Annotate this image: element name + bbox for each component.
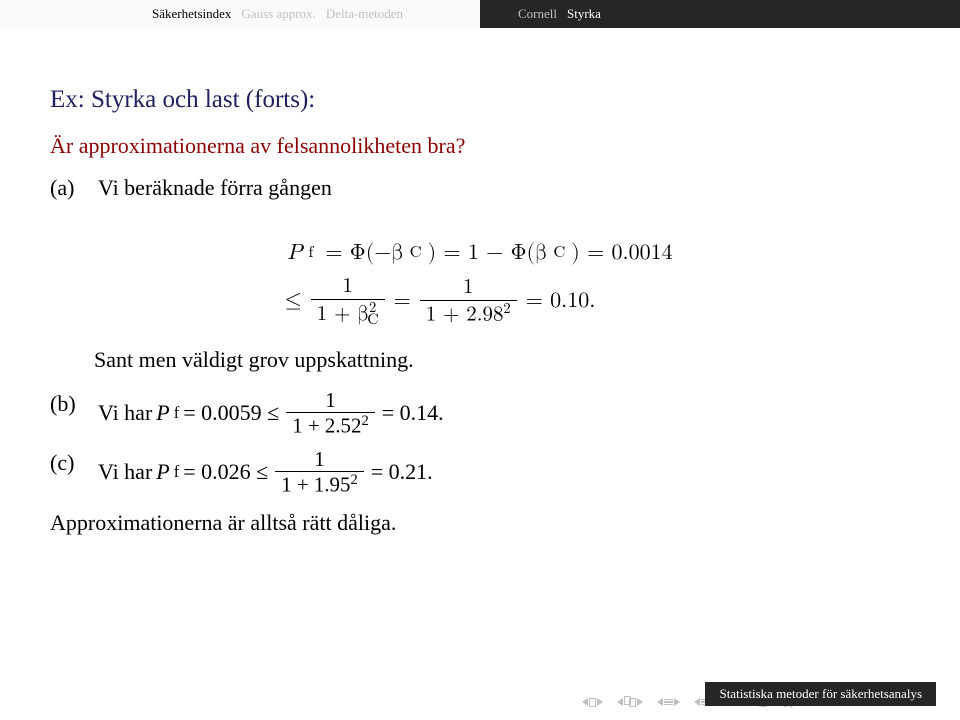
top-navbar: Säkerhetsindex Gauss approx. Delta-metod… xyxy=(0,0,960,28)
question-line: Är approximationerna av felsannolikheten… xyxy=(50,130,910,162)
item-c-val: = 0.026 ≤ xyxy=(183,456,268,488)
item-a-lead: Vi beräknade förra gången xyxy=(98,172,332,204)
eq-a2-f1d: 1 + β xyxy=(317,304,369,325)
nav-item-styrka[interactable]: Styrka xyxy=(567,6,601,22)
eq-a-s1: C xyxy=(410,242,422,266)
eq-a2-f1sub: C xyxy=(367,312,378,328)
eq-a2-tail: = 0.10. xyxy=(526,286,596,318)
nav-subsections: Cornell Styrka xyxy=(480,0,960,28)
item-c-fsup: 2 xyxy=(350,472,357,488)
nav-frame-prev-icon[interactable] xyxy=(582,698,603,707)
item-b-fsup: 2 xyxy=(361,413,368,429)
item-b-P: P xyxy=(156,397,169,429)
item-a: (a) Vi beräknade förra gången xyxy=(50,172,910,204)
item-c-fd: 1 + 1.95 xyxy=(281,473,350,497)
slide-body: Ex: Styrka och last (forts): Är approxim… xyxy=(0,28,960,539)
eq-a2-f1n: 1 xyxy=(336,275,358,299)
item-b-fn: 1 xyxy=(319,388,341,412)
item-b-lead: Vi har xyxy=(98,397,152,429)
nav-item-sakerhetsindex[interactable]: Säkerhetsindex xyxy=(152,6,231,22)
item-c-tail: = 0.21. xyxy=(371,456,433,488)
item-c-sub: f xyxy=(174,460,180,484)
item-a-after: Sant men väldigt grov uppskattning. xyxy=(94,344,910,376)
eq-a2-frac1: 1 1 + β2C xyxy=(311,275,385,329)
item-b-fd: 1 + 2.52 xyxy=(292,413,361,437)
eq-a2-f2d: 1 + 2.98 xyxy=(426,305,504,326)
item-b-sub: f xyxy=(174,401,180,425)
item-b-tail: = 0.14. xyxy=(382,397,444,429)
slide-title: Ex: Styrka och last (forts): xyxy=(50,82,910,118)
nav-section-prev-icon[interactable] xyxy=(657,698,680,706)
eq-a-t1: = Φ(−β xyxy=(325,238,403,270)
eq-a2-f2sup: 2 xyxy=(503,301,510,316)
nav-item-cornell[interactable]: Cornell xyxy=(518,6,557,22)
item-c-frac: 1 1 + 1.952 xyxy=(275,447,364,496)
eq-a-s2: C xyxy=(553,242,565,266)
conclusion: Approximationerna är alltså rätt dåliga. xyxy=(50,507,910,539)
nav-sections: Säkerhetsindex Gauss approx. Delta-metod… xyxy=(0,0,480,28)
eq-a-t2: ) = 1 − Φ(β xyxy=(428,238,548,270)
item-b-label: (b) xyxy=(50,388,98,437)
item-c-label: (c) xyxy=(50,447,98,496)
item-c: (c) Vi har Pf = 0.026 ≤ 1 1 + 1.952 = 0.… xyxy=(50,447,910,496)
item-c-lead: Vi har xyxy=(98,456,152,488)
item-b: (b) Vi har Pf = 0.0059 ≤ 1 1 + 2.522 = 0… xyxy=(50,388,910,437)
eq-a2-le: ≤ xyxy=(285,286,302,318)
item-c-P: P xyxy=(156,456,169,488)
eq-a2-f2n: 1 xyxy=(457,276,479,300)
footer-title: Statistiska metoder för säkerhetsanalys xyxy=(705,682,936,706)
eq-a-P: P xyxy=(287,238,302,270)
eq-a-Psub: f xyxy=(308,242,313,266)
nav-slide-prev-icon[interactable] xyxy=(617,698,643,707)
item-b-val: = 0.0059 ≤ xyxy=(183,397,279,429)
eq-a2-frac2: 1 1 + 2.982 xyxy=(420,276,517,327)
equation-a: Pf = Φ(−βC ) = 1 − Φ(βC ) = 0.0014 ≤ 1 1… xyxy=(50,230,910,326)
nav-item-delta[interactable]: Delta-metoden xyxy=(326,6,403,22)
item-c-fn: 1 xyxy=(308,447,330,471)
item-a-label: (a) xyxy=(50,172,98,204)
item-b-frac: 1 1 + 2.522 xyxy=(286,388,375,437)
nav-item-gauss[interactable]: Gauss approx. xyxy=(241,6,315,22)
eq-a2-eq: = xyxy=(394,286,411,318)
eq-a-t3: ) = 0.0014 xyxy=(571,238,672,270)
